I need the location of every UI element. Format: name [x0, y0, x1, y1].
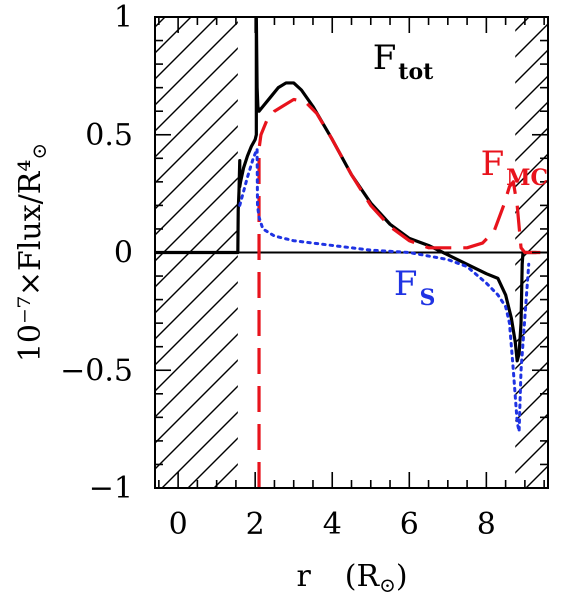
- x-tick-label: 8: [477, 507, 496, 542]
- series-lines: [155, 17, 541, 488]
- x-axis-title-unit-close: ): [396, 559, 408, 594]
- x-axis-title: r (R⊙): [296, 559, 407, 597]
- y-axis-sun-symbol: ⊙: [27, 143, 51, 160]
- y-axis-title-main: 10⁻⁷×Flux/R⁴: [13, 160, 48, 363]
- series-label-main: F: [373, 38, 397, 78]
- series-line-f-mc: [257, 97, 541, 488]
- x-tick-label: 6: [400, 507, 419, 542]
- y-axis-title-group: 10⁻⁷×Flux/R⁴⊙: [13, 143, 51, 362]
- series-label-subscript: MC: [506, 165, 548, 191]
- y-tick-label: 0: [114, 236, 133, 271]
- y-tick-label: 1: [114, 0, 133, 35]
- y-axis-title: 10⁻⁷×Flux/R⁴⊙: [13, 143, 51, 362]
- tick-labels: 0 2 4 6 8 1 0.5 0 −0.5 −1: [60, 0, 496, 542]
- series-line-f-s: [238, 147, 531, 433]
- sun-symbol: ⊙: [379, 573, 396, 597]
- series-label-subscript: S: [419, 285, 435, 311]
- series-label-f-tot: Ftot: [373, 38, 434, 85]
- x-tick-label: 4: [323, 507, 342, 542]
- x-axis-title-unit: (R: [345, 559, 381, 594]
- y-tick-label: −0.5: [60, 353, 133, 388]
- series-label-subscript: tot: [398, 59, 434, 85]
- series-label-main: F: [394, 264, 418, 304]
- x-tick-label: 0: [169, 507, 188, 542]
- y-tick-label: 0.5: [85, 118, 133, 153]
- series-line-f-tot: [155, 17, 537, 363]
- series-label-main: F: [481, 144, 505, 184]
- y-tick-label: −1: [89, 471, 133, 506]
- series-label-f-s: FS: [394, 264, 435, 311]
- series-label-f-mc: FMC: [481, 144, 548, 191]
- axis-ticks: [155, 16, 548, 489]
- x-tick-label: 2: [246, 507, 265, 542]
- x-axis-title-main: r: [296, 559, 311, 594]
